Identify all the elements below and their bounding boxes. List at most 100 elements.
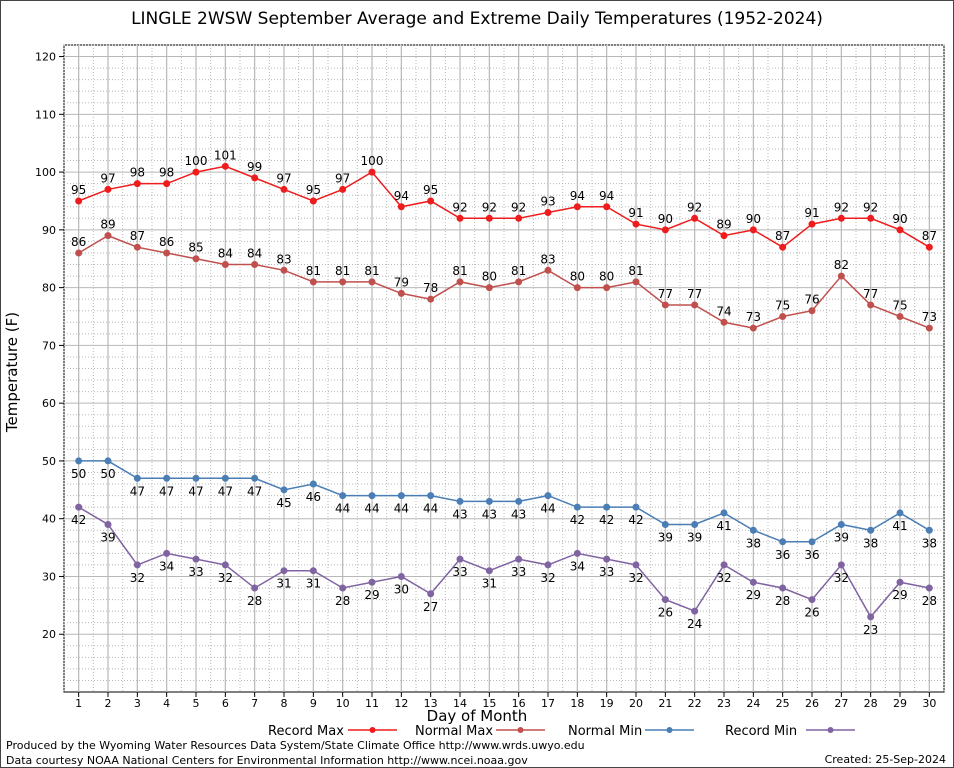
- y-tick-label: 90: [42, 224, 56, 237]
- data-point: [837, 214, 845, 222]
- data-label: 98: [130, 166, 145, 180]
- data-point: [632, 220, 640, 228]
- x-axis-label: Day of Month: [426, 707, 528, 725]
- data-point: [251, 261, 259, 269]
- data-label: 99: [247, 160, 262, 174]
- y-tick-label: 110: [35, 108, 56, 121]
- data-point: [691, 214, 699, 222]
- data-point: [632, 561, 640, 569]
- x-tick-label: 13: [424, 697, 438, 710]
- data-label: 26: [658, 606, 673, 620]
- data-point: [397, 289, 405, 297]
- data-label: 83: [540, 252, 555, 266]
- data-label: 79: [394, 275, 409, 289]
- data-point: [192, 255, 200, 263]
- data-label: 41: [716, 519, 731, 533]
- data-point: [632, 278, 640, 286]
- data-point: [456, 497, 464, 505]
- legend-label: Record Min: [725, 724, 797, 739]
- x-tick-label: 1: [75, 697, 82, 710]
- data-label: 87: [775, 229, 790, 243]
- data-label: 38: [922, 536, 937, 550]
- data-point: [397, 572, 405, 580]
- data-label: 28: [775, 594, 790, 608]
- x-tick-label: 8: [281, 697, 288, 710]
- data-label: 92: [452, 200, 467, 214]
- y-tick-label: 30: [42, 570, 56, 583]
- data-point: [867, 613, 875, 621]
- data-point: [280, 486, 288, 494]
- data-label: 81: [511, 264, 526, 278]
- y-tick-label: 70: [42, 339, 56, 352]
- data-label: 32: [218, 571, 233, 585]
- x-tick-label: 23: [717, 697, 731, 710]
- data-point: [515, 214, 523, 222]
- data-label: 80: [570, 270, 585, 284]
- x-tick-label: 15: [482, 697, 496, 710]
- data-label: 32: [130, 571, 145, 585]
- data-label: 23: [863, 623, 878, 637]
- data-label: 39: [687, 530, 702, 544]
- data-label: 90: [658, 212, 673, 226]
- data-label: 92: [482, 200, 497, 214]
- x-tick-label: 19: [600, 697, 614, 710]
- data-point: [691, 301, 699, 309]
- data-label: 74: [716, 304, 731, 318]
- data-label: 95: [423, 183, 438, 197]
- data-label: 91: [628, 206, 643, 220]
- x-tick-label: 10: [336, 697, 350, 710]
- data-label: 28: [335, 594, 350, 608]
- data-label: 100: [361, 154, 384, 168]
- data-point: [749, 226, 757, 234]
- series-normal-min: 50 50 47 47 47 47 47 45 46 44 44 44 44 43 43 43 44 42 42 42…: [71, 457, 937, 562]
- data-point: [427, 590, 435, 598]
- data-label: 47: [159, 484, 174, 498]
- data-point: [251, 174, 259, 182]
- data-label: 90: [746, 212, 761, 226]
- data-point: [309, 197, 317, 205]
- data-label: 89: [716, 218, 731, 232]
- data-point: [661, 596, 669, 604]
- data-label: 77: [687, 287, 702, 301]
- data-label: 44: [394, 502, 409, 516]
- data-point: [456, 214, 464, 222]
- data-label: 75: [892, 299, 907, 313]
- data-label: 28: [922, 594, 937, 608]
- x-tick-label: 22: [688, 697, 702, 710]
- data-label: 30: [394, 582, 409, 596]
- data-label: 33: [188, 565, 203, 579]
- legend-label: Normal Min: [568, 724, 642, 739]
- data-label: 44: [364, 502, 379, 516]
- data-point: [837, 272, 845, 280]
- data-label: 98: [159, 166, 174, 180]
- data-label: 26: [804, 606, 819, 620]
- data-label: 45: [276, 496, 291, 510]
- data-point: [192, 168, 200, 176]
- data-point: [133, 474, 141, 482]
- data-point: [603, 503, 611, 511]
- series-line: [78, 234, 930, 329]
- data-label: 29: [892, 588, 907, 602]
- data-point: [808, 220, 816, 228]
- data-point: [603, 555, 611, 563]
- data-label: 95: [71, 183, 86, 197]
- legend-label: Record Max: [268, 724, 344, 739]
- series-line: [78, 506, 930, 619]
- series-line: [78, 460, 930, 543]
- data-label: 32: [628, 571, 643, 585]
- data-point: [133, 243, 141, 251]
- x-tick-label: 3: [134, 697, 141, 710]
- data-label: 36: [775, 548, 790, 562]
- created-date: Created: 25-Sep-2024: [824, 753, 946, 766]
- x-tick-label: 14: [453, 697, 467, 710]
- data-point: [104, 520, 112, 528]
- data-point: [280, 567, 288, 575]
- data-point: [221, 474, 229, 482]
- data-label: 73: [922, 310, 937, 324]
- data-point: [779, 538, 787, 546]
- data-label: 95: [306, 183, 321, 197]
- data-label: 81: [306, 264, 321, 278]
- data-point: [691, 607, 699, 615]
- data-point: [133, 561, 141, 569]
- data-label: 39: [658, 530, 673, 544]
